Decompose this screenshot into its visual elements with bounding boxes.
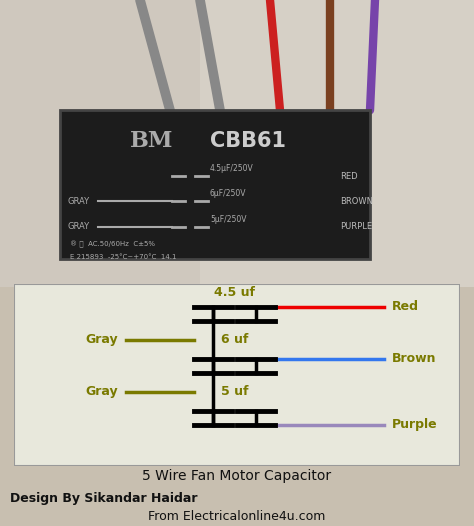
FancyBboxPatch shape (0, 0, 474, 287)
Text: Design By Sikandar Haidar: Design By Sikandar Haidar (10, 492, 198, 505)
Text: 4.5 uf: 4.5 uf (214, 286, 255, 299)
Text: 5μF/250V: 5μF/250V (210, 215, 246, 224)
Text: From Electricalonline4u.com: From Electricalonline4u.com (148, 510, 326, 523)
Text: 5 uf: 5 uf (221, 385, 248, 398)
Text: BM: BM (130, 130, 173, 153)
Text: GRAY: GRAY (68, 197, 90, 206)
FancyBboxPatch shape (200, 0, 474, 287)
Text: 6μF/250V: 6μF/250V (210, 189, 246, 198)
Text: BROWN: BROWN (340, 197, 373, 206)
FancyBboxPatch shape (60, 110, 370, 259)
Text: ® ⫼  AC.50/60Hz  C±5%: ® ⫼ AC.50/60Hz C±5% (70, 241, 155, 248)
Text: Purple: Purple (392, 418, 437, 431)
Text: CBB61: CBB61 (210, 132, 286, 151)
Text: Brown: Brown (392, 352, 436, 366)
Text: Red: Red (392, 300, 419, 313)
Text: 4.5μF/250V: 4.5μF/250V (210, 165, 254, 174)
Text: PURPLE: PURPLE (340, 222, 372, 231)
Text: GRAY: GRAY (68, 222, 90, 231)
Text: Gray: Gray (86, 333, 118, 347)
FancyBboxPatch shape (14, 284, 460, 466)
Text: 5 Wire Fan Motor Capacitor: 5 Wire Fan Motor Capacitor (143, 469, 331, 483)
Text: E 215893  -25°C~+70°C  14.1: E 215893 -25°C~+70°C 14.1 (70, 254, 176, 260)
Text: Gray: Gray (86, 385, 118, 398)
Text: 6 uf: 6 uf (221, 333, 248, 347)
Text: RED: RED (340, 172, 357, 181)
